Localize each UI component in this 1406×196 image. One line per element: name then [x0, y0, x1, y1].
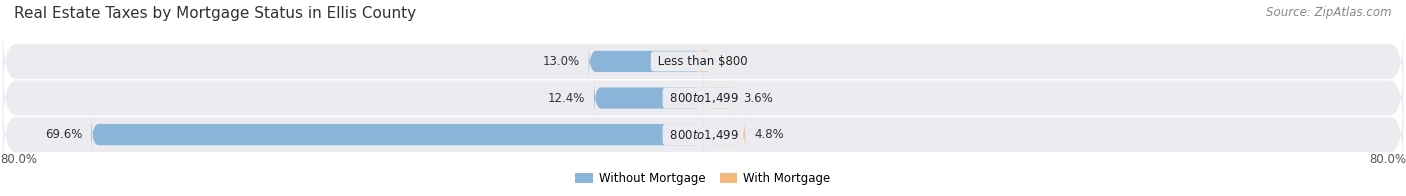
- Text: 3.6%: 3.6%: [744, 92, 773, 104]
- FancyBboxPatch shape: [3, 24, 1403, 99]
- Text: 69.6%: 69.6%: [45, 128, 83, 141]
- FancyBboxPatch shape: [593, 79, 703, 117]
- FancyBboxPatch shape: [697, 43, 710, 80]
- Text: $800 to $1,499: $800 to $1,499: [666, 128, 740, 142]
- Text: 4.8%: 4.8%: [754, 128, 783, 141]
- FancyBboxPatch shape: [91, 116, 703, 153]
- Text: 80.0%: 80.0%: [1369, 153, 1406, 166]
- Text: Source: ZipAtlas.com: Source: ZipAtlas.com: [1267, 6, 1392, 19]
- FancyBboxPatch shape: [703, 79, 734, 117]
- FancyBboxPatch shape: [589, 43, 703, 80]
- Text: 80.0%: 80.0%: [0, 153, 37, 166]
- Text: 0.16%: 0.16%: [713, 55, 751, 68]
- FancyBboxPatch shape: [703, 116, 745, 153]
- Legend: Without Mortgage, With Mortgage: Without Mortgage, With Mortgage: [575, 172, 831, 185]
- Text: $800 to $1,499: $800 to $1,499: [666, 91, 740, 105]
- Text: 12.4%: 12.4%: [548, 92, 585, 104]
- Text: Real Estate Taxes by Mortgage Status in Ellis County: Real Estate Taxes by Mortgage Status in …: [14, 6, 416, 21]
- Text: Less than $800: Less than $800: [654, 55, 752, 68]
- FancyBboxPatch shape: [3, 61, 1403, 135]
- FancyBboxPatch shape: [3, 97, 1403, 172]
- Text: 13.0%: 13.0%: [543, 55, 581, 68]
